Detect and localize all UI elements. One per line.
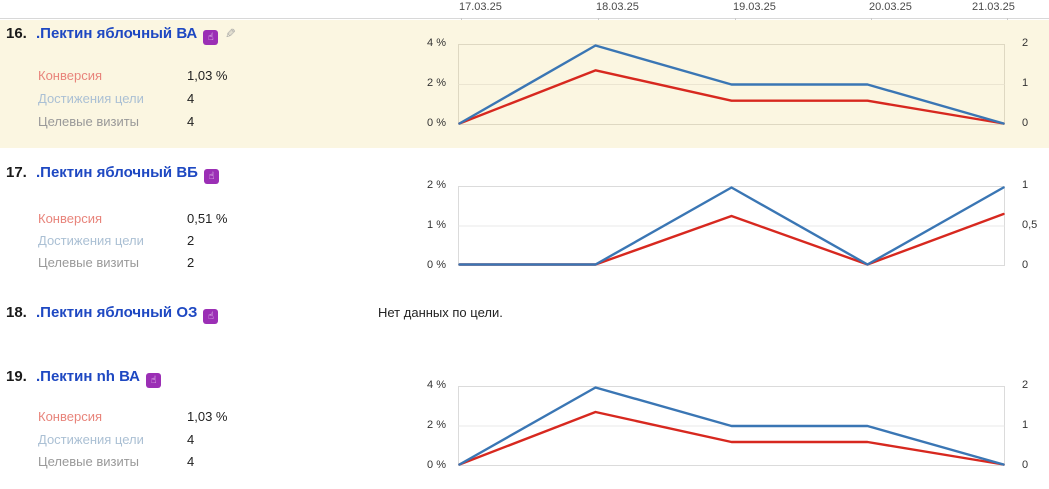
retargeting-goal-icon: ☝ (203, 30, 219, 45)
metric-label-visits: Целевые визиты (38, 454, 140, 469)
left-axis-tick: 1 % (427, 219, 446, 231)
goal-title-line: 19. .Пектин nh ВА ☝ (6, 368, 162, 388)
right-axis-tick: 0 (1022, 117, 1029, 129)
goal-link[interactable]: .Пектин яблочный ВА (36, 25, 198, 42)
right-axis-tick: 1 (1022, 179, 1029, 191)
metric-row: Конверсия 0,51 % (0, 211, 440, 229)
date-label: 18.03.25 (596, 1, 639, 13)
metric-label-conversion: Конверсия (38, 211, 103, 226)
retargeting-goal-icon: ☝ (203, 309, 219, 324)
metric-value-reaches: 2 (187, 233, 195, 248)
metric-row: Достижения цели 4 (0, 91, 440, 109)
goal-row-19: 19. .Пектин nh ВА ☝ Конверсия 1,03 % Дости… (0, 355, 1049, 489)
metric-row: Целевые визиты 4 (0, 114, 440, 132)
metric-value-reaches: 4 (187, 432, 195, 447)
metric-value-visits: 4 (187, 454, 195, 469)
left-axis-tick: 0 % (427, 459, 446, 471)
left-axis-tick: 2 % (427, 77, 446, 89)
goal-title-line: 17. .Пектин яблочный ВБ ☝ (6, 164, 219, 184)
right-axis-tick: 2 (1022, 37, 1029, 49)
goal-number: 16. (6, 25, 27, 42)
right-axis-tick: 0 (1022, 259, 1029, 271)
goal-link[interactable]: .Пектин яблочный ОЗ (36, 304, 198, 321)
left-axis-tick: 4 % (427, 37, 446, 49)
right-axis-tick: 1 (1022, 419, 1029, 431)
metric-row: Целевые визиты 4 (0, 454, 440, 472)
metric-label-reaches: Достижения цели (38, 432, 144, 447)
goal-row-18: 18. .Пектин яблочный ОЗ ☝ Нет данных по це… (0, 290, 1049, 355)
metric-label-reaches: Достижения цели (38, 233, 144, 248)
date-label: 20.03.25 (869, 1, 912, 13)
metric-label-conversion: Конверсия (38, 409, 103, 424)
goal-link[interactable]: .Пектин яблочный ВБ (36, 164, 198, 181)
left-axis-tick: 0 % (427, 259, 446, 271)
date-label: 19.03.25 (733, 1, 776, 13)
retargeting-goal-icon: ☝ (203, 169, 219, 184)
metric-row: Конверсия 1,03 % (0, 409, 440, 427)
right-axis-tick: 0 (1022, 459, 1029, 471)
metric-row: Конверсия 1,03 % (0, 68, 440, 86)
left-axis-tick: 2 % (427, 179, 446, 191)
goal-number: 19. (6, 368, 27, 385)
goal-number: 17. (6, 164, 27, 181)
metric-value-reaches: 4 (187, 91, 195, 106)
metric-value-visits: 2 (187, 255, 195, 270)
goal-link[interactable]: .Пектин nh ВА (36, 368, 141, 385)
metric-label-visits: Целевые визиты (38, 255, 140, 270)
metric-row: Достижения цели 2 (0, 233, 440, 251)
right-axis-tick: 1 (1022, 77, 1029, 89)
left-axis-tick: 0 % (427, 117, 446, 129)
left-axis-tick: 2 % (427, 419, 446, 431)
left-axis-tick: 4 % (427, 379, 446, 391)
goal-trend-chart (458, 186, 1005, 266)
goal-trend-chart (458, 44, 1005, 125)
metric-row: Достижения цели 4 (0, 432, 440, 450)
metric-value-conversion: 1,03 % (187, 68, 228, 83)
metric-row: Целевые визиты 2 (0, 255, 440, 273)
goal-trend-chart (458, 386, 1005, 466)
date-label: 21.03.25 (972, 1, 1015, 13)
metric-value-visits: 4 (187, 114, 195, 129)
no-data-message: Нет данных по цели. (378, 305, 503, 320)
goal-title-line: 16. .Пектин яблочный ВА ☝ ✎ (6, 25, 236, 45)
right-axis-tick: 0,5 (1022, 219, 1038, 231)
metric-value-conversion: 0,51 % (187, 211, 228, 226)
date-axis-line (0, 18, 1049, 19)
goal-number: 18. (6, 304, 27, 321)
metric-label-reaches: Достижения цели (38, 91, 144, 106)
retargeting-goal-icon: ☝ (146, 373, 162, 388)
metric-value-conversion: 1,03 % (187, 409, 228, 424)
metric-label-visits: Целевые визиты (38, 114, 140, 129)
right-axis-tick: 2 (1022, 379, 1029, 391)
edit-goal-icon[interactable]: ✎ (225, 27, 237, 42)
date-label: 17.03.25 (459, 1, 502, 13)
goal-row-17: 17. .Пектин яблочный ВБ ☝ Конверсия 0,51 %… (0, 148, 1049, 290)
goal-row-16: 16. .Пектин яблочный ВА ☝ ✎ Конверсия 1,03 … (0, 20, 1049, 148)
goal-title-line: 18. .Пектин яблочный ОЗ ☝ (6, 304, 219, 324)
metric-label-conversion: Конверсия (38, 68, 103, 83)
